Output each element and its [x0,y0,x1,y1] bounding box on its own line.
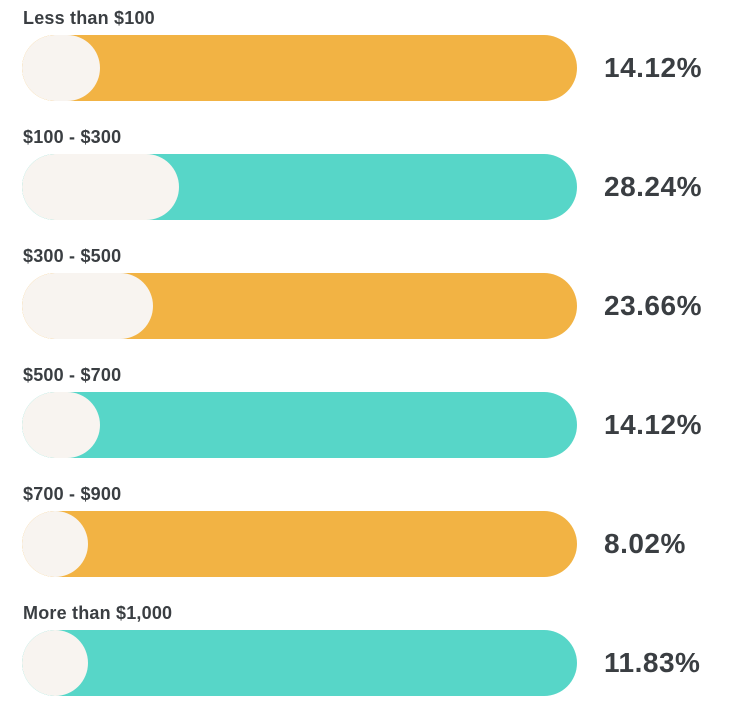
poll-option-row: $500 - $700 14.12% [22,365,747,458]
poll-option-row: $700 - $900 8.02% [22,484,747,577]
bar-fill [22,392,101,458]
bar-line: 8.02% [22,511,747,577]
bar-line: 11.83% [22,630,747,696]
option-label: $500 - $700 [23,365,122,385]
bar-fill [22,630,88,696]
bar-fill [22,35,101,101]
value-label: 8.02% [604,528,686,559]
bar-track [22,511,577,577]
bar-line: 14.12% [22,35,747,101]
poll-option-row: More than $1,000 11.83% [22,603,747,696]
value-label: 14.12% [604,409,702,440]
value-label: 28.24% [604,171,702,202]
bar-fill [22,273,154,339]
poll-option-row: $300 - $500 23.66% [22,246,747,339]
poll-option-row: Less than $100 14.12% [22,8,747,101]
poll-results-chart: Less than $100 14.12% $100 - $300 28.24%… [22,8,747,696]
bar-track [22,392,577,458]
bar-track [22,630,577,696]
poll-option-row: $100 - $300 28.24% [22,127,747,220]
bar-line: 23.66% [22,273,747,339]
option-label: $100 - $300 [23,127,122,147]
bar-fill [22,154,179,220]
bar-fill [22,511,88,577]
option-label: $300 - $500 [23,246,122,266]
option-label: More than $1,000 [23,603,173,623]
bar-track [22,35,577,101]
bar-line: 28.24% [22,154,747,220]
bar-track [22,154,577,220]
bar-track [22,273,577,339]
value-label: 11.83% [604,647,701,678]
value-label: 14.12% [604,52,702,83]
value-label: 23.66% [604,290,702,321]
option-label: $700 - $900 [23,484,122,504]
bar-line: 14.12% [22,392,747,458]
option-label: Less than $100 [23,8,155,28]
